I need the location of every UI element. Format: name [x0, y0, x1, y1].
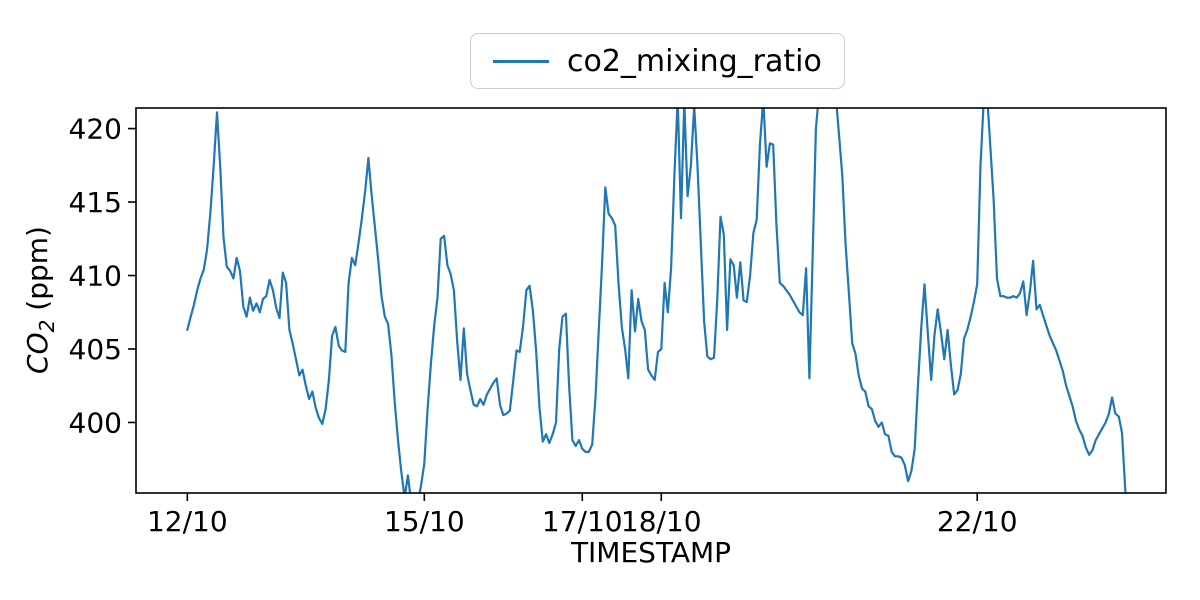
x-tick-label: 15/10 [384, 505, 465, 538]
series-line-co2_mixing_ratio [186, 108, 1127, 493]
y-tick-label: 405 [69, 333, 122, 366]
y-tick-label: 410 [69, 260, 122, 293]
legend-line-sample [493, 59, 549, 63]
y-tick-label: 400 [69, 406, 122, 439]
x-axis-title: TIMESTAMP [570, 536, 732, 569]
y-tick-label: 420 [69, 113, 122, 146]
x-tick-label: 18/10 [621, 505, 702, 538]
y-axis-title: CO2 (ppm) [21, 226, 59, 374]
axes-frame [135, 107, 1167, 494]
x-tick-label: 12/10 [147, 505, 228, 538]
y-axis-title-subscript: 2 [34, 319, 59, 333]
x-tick-label: 17/10 [542, 505, 623, 538]
y-axis-title-unit: (ppm) [21, 226, 55, 320]
legend-label: co2_mixing_ratio [567, 43, 822, 79]
legend: co2_mixing_ratio [470, 33, 845, 89]
y-tick-label: 415 [69, 186, 122, 219]
x-tick-label: 22/10 [937, 505, 1018, 538]
y-axis-title-gas: CO [21, 332, 55, 374]
